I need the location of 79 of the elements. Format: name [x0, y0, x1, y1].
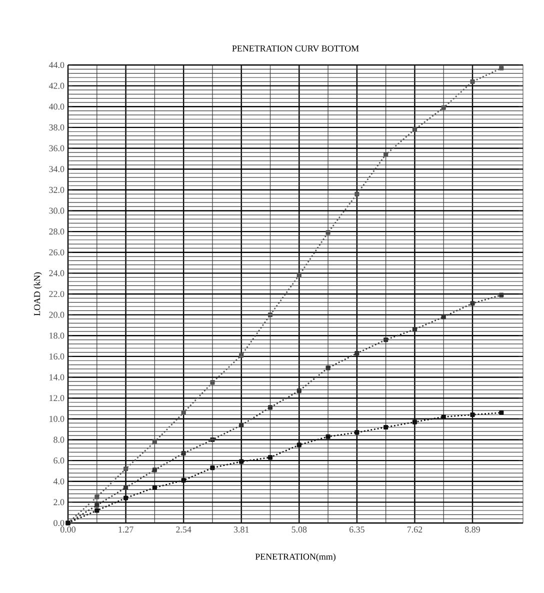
point — [268, 405, 273, 410]
point — [499, 292, 504, 298]
x-tick-label: 3.81 — [234, 526, 249, 533]
x-tick-label: 2.54 — [176, 526, 192, 533]
y-tick-label: 4.0 — [53, 478, 64, 484]
y-tick-label: 22.0 — [49, 290, 64, 298]
point — [296, 442, 302, 448]
point — [210, 437, 215, 442]
point — [412, 327, 418, 332]
point — [441, 105, 446, 110]
y-tick-label: 34.0 — [49, 166, 64, 172]
y-tick-label: 30.0 — [49, 208, 64, 214]
point — [123, 485, 128, 490]
point — [470, 79, 475, 84]
point — [94, 508, 100, 513]
y-tick-label: 18.0 — [50, 332, 64, 339]
chart-title: PENETRATION CURV BOTTOM — [232, 45, 359, 52]
point — [239, 459, 244, 464]
x-axis-title: PENETRATION(mm) — [255, 553, 336, 562]
point — [94, 494, 100, 500]
point — [384, 424, 388, 430]
point — [123, 466, 128, 472]
point — [94, 503, 100, 508]
point — [354, 192, 360, 196]
y-tick-label: 42.0 — [48, 82, 64, 89]
y-tick-label: 20.0 — [49, 312, 64, 318]
point — [268, 455, 273, 460]
point — [470, 412, 475, 418]
y-tick-label: 0.0 — [54, 520, 64, 526]
y-tick-label: 36.0 — [49, 145, 64, 152]
point — [384, 152, 388, 157]
point — [152, 440, 157, 444]
point — [499, 66, 504, 70]
point — [354, 430, 360, 435]
y-tick-label: 8.0 — [54, 436, 64, 443]
y-tick-label: 26.0 — [49, 249, 64, 256]
point — [268, 312, 273, 318]
point — [499, 410, 504, 415]
y-tick-label: 44.0 — [48, 62, 64, 68]
y-tick-label: 6.0 — [54, 457, 64, 464]
point — [441, 314, 446, 320]
y-tick-label: 28.0 — [49, 228, 64, 235]
x-tick-label: 6.35 — [349, 526, 364, 533]
point — [152, 485, 157, 490]
point — [326, 434, 330, 439]
y-tick-label: 12.0 — [50, 395, 64, 402]
y-axis-title: LOAD (kN) — [34, 272, 42, 316]
point — [152, 468, 157, 472]
y-tick-label: 14.0 — [50, 374, 64, 380]
point — [296, 388, 302, 394]
point — [326, 230, 330, 235]
point — [470, 301, 475, 306]
point — [412, 420, 418, 424]
y-tick-label: 10.0 — [50, 416, 64, 422]
point — [326, 366, 330, 370]
y-tick-label: 32.0 — [49, 186, 64, 193]
x-tick-label: 7.62 — [407, 526, 422, 533]
y-tick-label: 2.0 — [54, 499, 64, 506]
point — [354, 351, 360, 356]
point — [181, 478, 186, 483]
y-tick-label: 16.0 — [50, 353, 64, 360]
point — [239, 422, 244, 428]
y-tick-label: 40.0 — [48, 104, 64, 110]
point — [210, 466, 215, 470]
x-tick-label: 8.89 — [465, 526, 480, 533]
point — [239, 353, 244, 358]
point — [210, 380, 215, 385]
point — [181, 410, 186, 415]
point — [441, 414, 446, 420]
y-tick-label: 24.0 — [49, 270, 64, 276]
point — [181, 450, 186, 456]
point — [123, 496, 128, 500]
y-tick-label: 38.0 — [49, 124, 64, 130]
x-tick-label: 1.27 — [118, 526, 134, 533]
point — [384, 338, 388, 342]
point — [296, 272, 302, 278]
x-tick-label: 5.08 — [292, 526, 307, 533]
point — [412, 127, 418, 132]
x-tick-label: 0.00 — [60, 526, 76, 533]
